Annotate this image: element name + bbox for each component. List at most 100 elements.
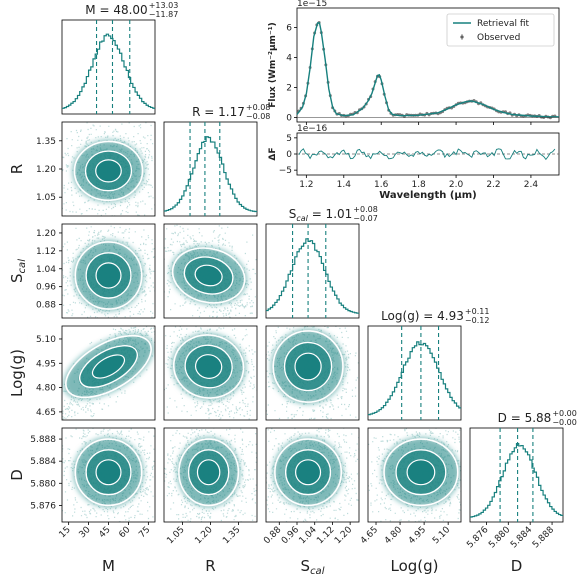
- x-tick-label: 1.35: [221, 525, 242, 546]
- panel-frame: [367, 427, 462, 523]
- scatter-content: [62, 122, 155, 216]
- contour-inner: [194, 354, 223, 379]
- y-axis-D: 5.876 5.880 5.884 5.888 D: [8, 435, 62, 511]
- contour-mid: [84, 150, 133, 192]
- wavelength-tick-label: 1.4: [337, 180, 352, 190]
- x-tick-label: 1.12: [315, 525, 336, 546]
- contour-outer: [171, 247, 246, 304]
- x-axis-label-logg: Log(g): [390, 557, 438, 575]
- scatter-panel-R-vs-M: [61, 121, 156, 217]
- error-minus: −0.08: [246, 112, 271, 121]
- histogram-title-D: D = 5.88: [498, 411, 552, 425]
- x-axis-label-M: M: [102, 557, 115, 575]
- legend: Retrieval fit Observed: [446, 13, 555, 47]
- y-axis-R: 1.05 1.20 1.35 R: [8, 137, 62, 203]
- error-plus: +0.08: [353, 205, 378, 214]
- histogram-panel-D: D = 5.88 +0.00−0.00: [469, 409, 577, 523]
- contour-inner: [295, 459, 322, 486]
- histogram-line: [164, 136, 257, 213]
- x-tick-label: 1.05: [165, 525, 186, 546]
- panel-frame: [61, 325, 156, 421]
- y-tick-label: 5.880: [30, 479, 56, 489]
- x-tick-label: 4.80: [383, 525, 404, 546]
- wavelength-tick-label: 2.4: [524, 180, 539, 190]
- error-plus: +0.08: [246, 103, 271, 112]
- contour-mid: [85, 252, 132, 299]
- scatter-content: [164, 428, 257, 522]
- x-tick-label: 0.88: [262, 525, 283, 546]
- wavelength-tick-label: 2.0: [449, 180, 464, 190]
- x-tick-label: 1.20: [193, 525, 214, 546]
- density-contours: [72, 140, 145, 202]
- wavelength-tick-label: 1.2: [299, 180, 313, 190]
- contour-mid: [187, 449, 230, 496]
- y-axis-Scal: 0.88 0.96 1.04 1.12 1.20 Scal: [8, 229, 62, 311]
- density-contours: [73, 240, 144, 311]
- y-tick-label: 1.35: [36, 137, 56, 147]
- scatter-panel-Scal-vs-M: [61, 223, 156, 319]
- histogram-line: [62, 33, 155, 109]
- contour-outer: [73, 140, 144, 202]
- histogram-title-logg: Log(g) = 4.93: [381, 309, 464, 323]
- contour-mid: [183, 256, 234, 295]
- contour-outer: [272, 330, 344, 403]
- histogram-line: [368, 341, 461, 416]
- scatter-content: [62, 326, 155, 420]
- legend-label-fit: Retrieval fit: [477, 19, 530, 29]
- density-contours: [271, 329, 345, 404]
- y-tick-label: 1.04: [36, 265, 56, 275]
- histogram-title-M: M = 48.00: [85, 3, 147, 17]
- density-contours: [170, 246, 247, 305]
- scatter-content: [62, 224, 155, 318]
- contour-outer: [74, 241, 143, 310]
- contour-mid: [79, 345, 138, 389]
- residual-axis-label: ΔF: [268, 147, 278, 160]
- contour-inner: [95, 459, 122, 486]
- x-tick-label: 5.876: [465, 525, 490, 550]
- y-tick-label: 4.80: [36, 384, 56, 394]
- x-tick-label: 5.888: [531, 525, 556, 550]
- y-axis-label-Scal: Scal: [8, 259, 28, 283]
- contour-inner: [294, 352, 322, 381]
- histogram-line: [266, 238, 359, 314]
- x-tick-label: 4.65: [359, 525, 380, 546]
- y-tick-label: 5.10: [36, 335, 56, 345]
- contour-outer: [65, 334, 152, 399]
- scatter-panel-D-vs-Scal: [265, 427, 360, 523]
- x-tick-label: 5.880: [487, 525, 512, 550]
- scatter-content: [266, 326, 359, 420]
- x-axis-M: 15 30 45 60 75 M: [58, 522, 152, 575]
- x-tick-label: 75: [137, 525, 152, 540]
- y-axis-label-D: D: [8, 469, 26, 481]
- y-tick-label: 5.884: [30, 457, 56, 467]
- flux-y-tick-label: 0: [286, 114, 292, 124]
- y-tick-label: 4.95: [36, 359, 56, 369]
- y-tick-label: 1.20: [36, 229, 56, 239]
- residual-y-tick-label: 0: [286, 150, 292, 160]
- x-tick-label: 5.884: [509, 525, 534, 550]
- panel-frame: [367, 325, 462, 421]
- scatter-panel-Scal-vs-R: [163, 223, 258, 319]
- contour-inner: [95, 262, 122, 289]
- x-axis-R: 1.05 1.20 1.35 R: [165, 522, 243, 575]
- histogram-title-R: R = 1.17: [192, 105, 245, 119]
- x-axis-Scal: 0.880.961.041.121.20 Scal: [262, 522, 354, 577]
- residual-y-tick-label: −5: [279, 166, 292, 176]
- contour-mid: [184, 344, 233, 389]
- panel-frame: [163, 223, 258, 319]
- flux-y-tick-label: 2: [286, 84, 292, 94]
- contour-mid: [284, 449, 332, 496]
- x-tick-label: 15: [58, 525, 73, 540]
- x-axis-logg: 4.65 4.80 4.95 5.10 Log(g): [359, 522, 452, 575]
- residual-exponent: 1e−16: [297, 124, 328, 134]
- scatter-panel-logg-vs-R: [163, 325, 258, 421]
- scatter-content: [368, 428, 461, 522]
- contour-mid: [85, 449, 132, 496]
- panel-frame: [61, 19, 156, 115]
- residual-line: [298, 148, 556, 161]
- retrieval-fit-line: [296, 22, 559, 118]
- x-tick-label: 0.96: [280, 525, 301, 546]
- x-tick-label: 30: [78, 525, 93, 540]
